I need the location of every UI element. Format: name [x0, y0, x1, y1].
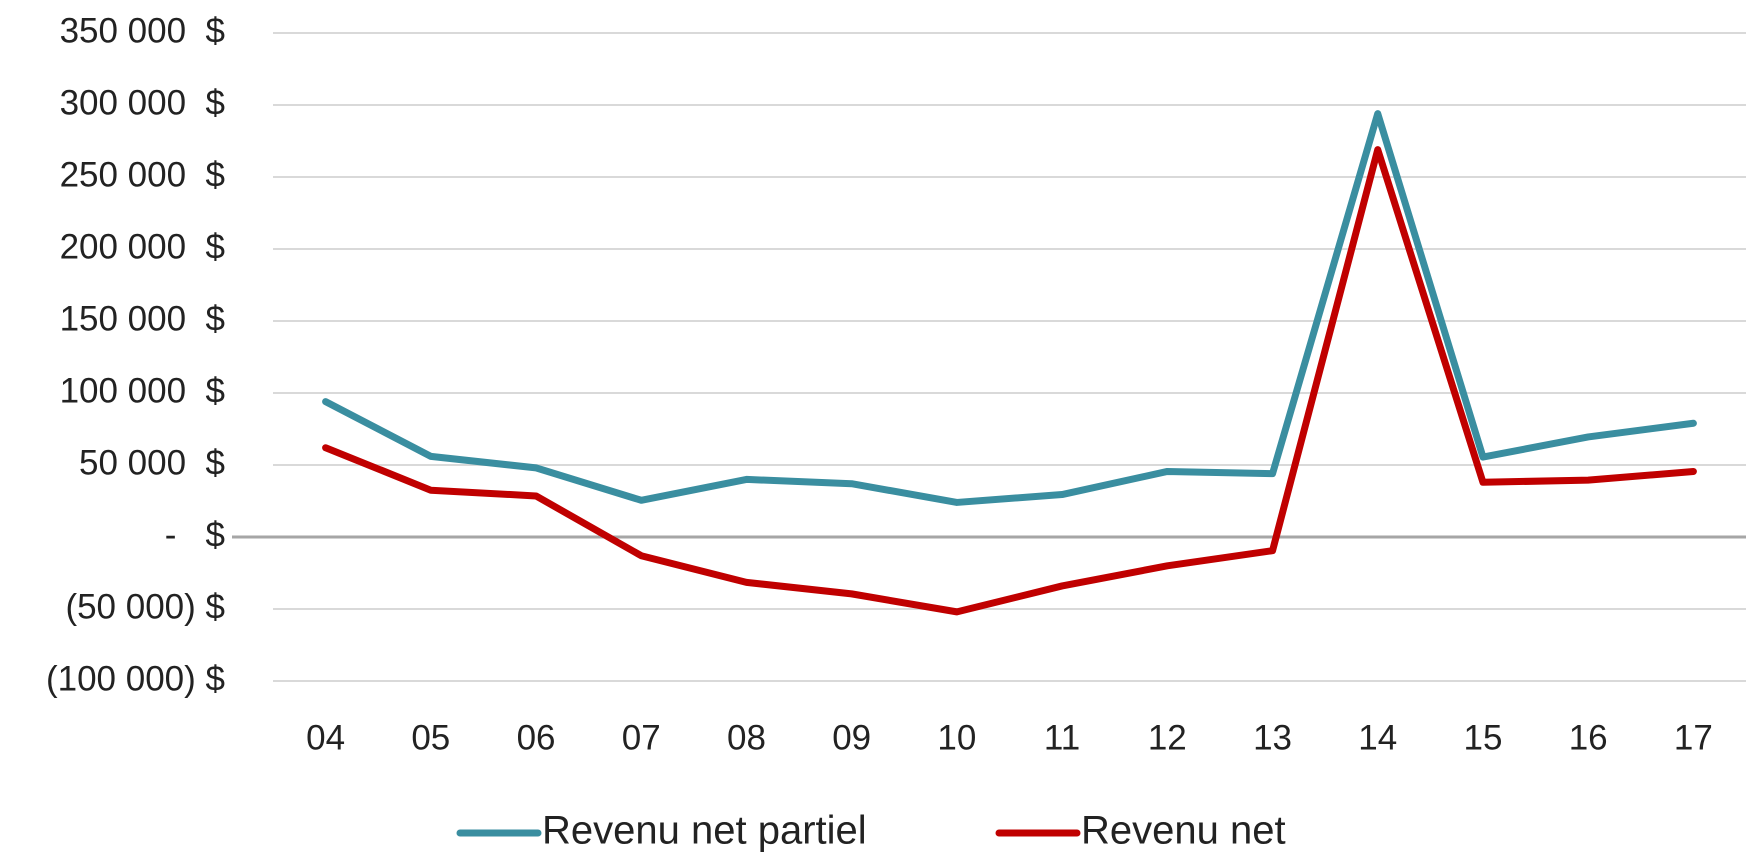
y-tick-label: 350 000 $: [60, 11, 225, 50]
y-tick-label: 100 000 $: [60, 371, 225, 410]
x-tick-label: 06: [517, 718, 556, 757]
y-tick-label: 150 000 $: [60, 299, 225, 338]
x-tick-label: 04: [306, 718, 345, 757]
x-tick-label: 09: [832, 718, 871, 757]
x-tick-label: 07: [622, 718, 661, 757]
x-tick-label: 05: [411, 718, 450, 757]
x-tick-label: 12: [1148, 718, 1187, 757]
y-tick-label: - $: [165, 515, 225, 554]
series-line: [322, 146, 1697, 616]
x-tick-label: 11: [1044, 718, 1080, 757]
x-tick-label: 13: [1253, 718, 1292, 757]
y-tick-label: 50 000 $: [79, 443, 225, 482]
y-tick-label: (100 000) $: [46, 659, 225, 698]
x-tick-label: 16: [1569, 718, 1608, 757]
y-tick-label: (50 000) $: [65, 587, 225, 626]
y-tick-label: 250 000 $: [60, 155, 225, 194]
series-line: [322, 110, 1697, 506]
x-tick-label: 17: [1674, 718, 1713, 757]
x-tick-label: 10: [937, 718, 976, 757]
x-tick-label: 08: [727, 718, 766, 757]
x-tick-label: 15: [1463, 718, 1502, 757]
legend-label: Revenu net partiel: [542, 809, 867, 853]
x-tick-label: 14: [1358, 718, 1397, 757]
y-tick-label: 300 000 $: [60, 83, 225, 122]
y-tick-label: 200 000 $: [60, 227, 225, 266]
legend-label: Revenu net: [1081, 809, 1286, 853]
